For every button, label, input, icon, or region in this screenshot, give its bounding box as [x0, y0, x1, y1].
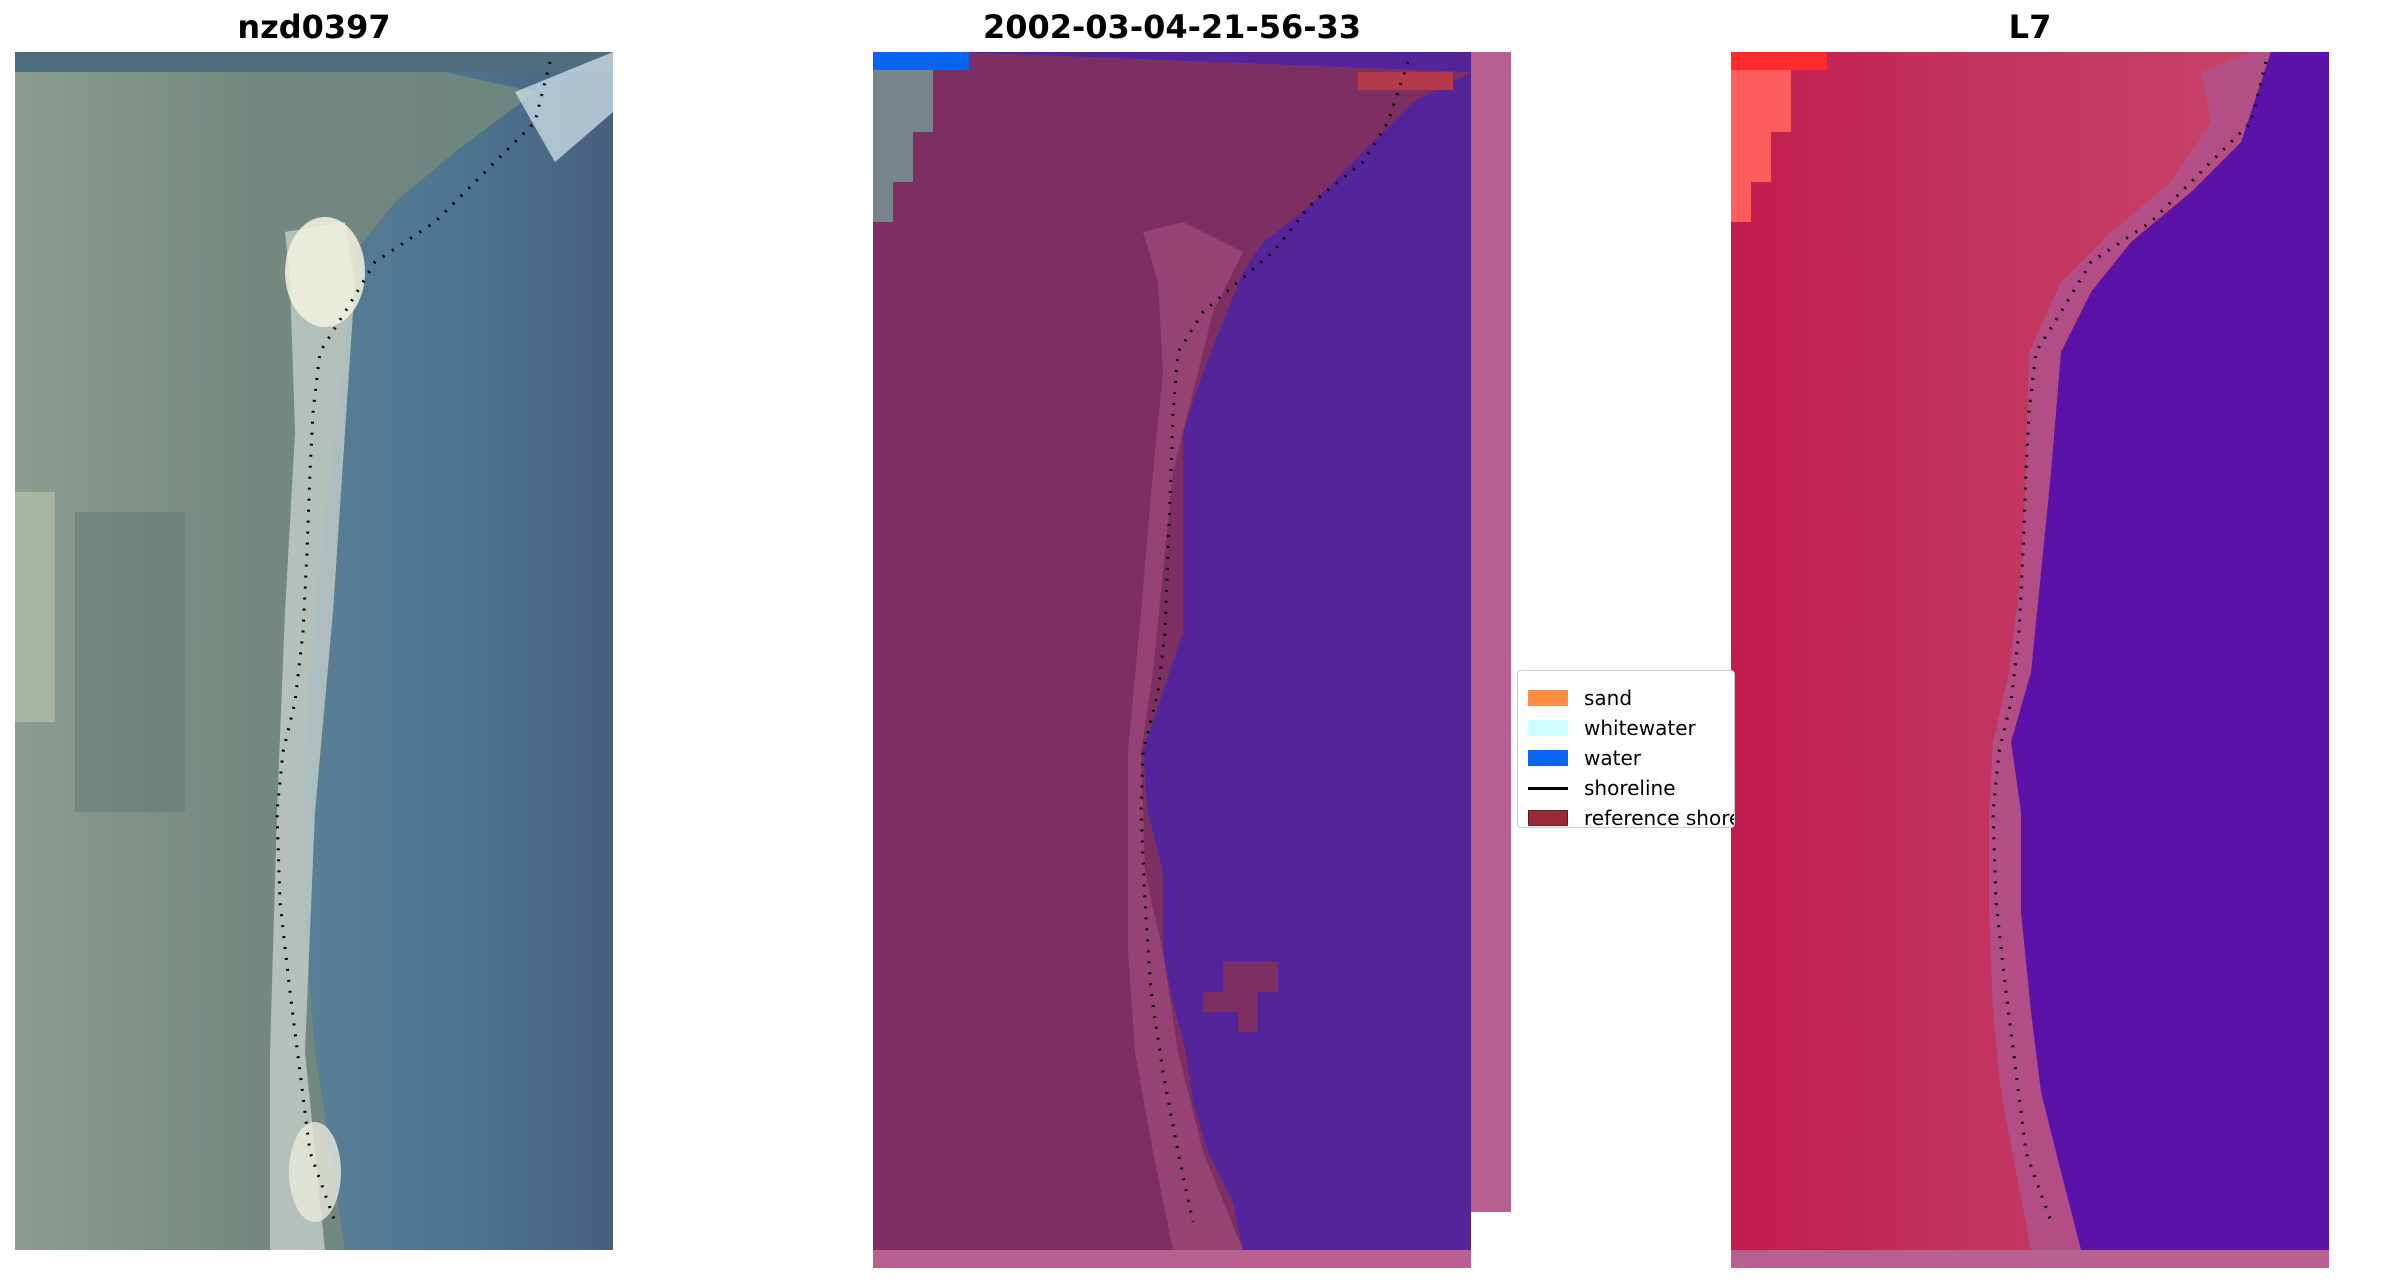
legend-label-sand: sand [1584, 686, 1633, 710]
index-water-area [2011, 52, 2329, 1250]
classified-water-area [963, 52, 1471, 1250]
index-transition-band [1989, 52, 2271, 1250]
buffer-strip-bottom [873, 1250, 1471, 1268]
classified-transition-band [1128, 222, 1243, 1250]
classified-nw-corner [873, 70, 933, 222]
whitewater-swatch [1528, 720, 1568, 736]
classified-land-blob [1203, 962, 1278, 1032]
legend-item-water: water [1528, 746, 1641, 770]
rgb-image-panel [15, 52, 613, 1250]
rgb-water-area [305, 52, 613, 1250]
buffer-strip-right [1471, 52, 1511, 1212]
rgb-ne-bright [515, 52, 613, 162]
legend-item-shoreline: shoreline [1528, 776, 1676, 800]
rgb-bright-patch [285, 217, 365, 327]
panel-title-classified: 2002-03-04-21-56-33 [982, 8, 1362, 46]
index-right-edge [2329, 52, 2337, 1250]
rgb-bottom-bright [289, 1122, 341, 1222]
index-nw-corner [1731, 70, 1791, 222]
water-swatch [1528, 750, 1568, 766]
legend-label-water: water [1584, 746, 1641, 770]
legend: sand whitewater water shoreline referenc… [1517, 670, 1735, 828]
classified-image-panel [873, 52, 1511, 1268]
rgb-dark-inland [75, 512, 185, 812]
legend-label-whitewater: whitewater [1584, 716, 1696, 740]
rgb-surf-band [270, 222, 355, 1250]
rgb-top-band [15, 52, 613, 72]
legend-label-shoreline: shoreline [1584, 776, 1676, 800]
legend-item-whitewater: whitewater [1528, 716, 1696, 740]
panel-title-rgb: nzd0397 [237, 8, 391, 46]
sand-swatch [1528, 690, 1568, 706]
reference-buffer-patch [1358, 72, 1453, 90]
legend-item-reference-shoreline: reference shoreline buffer [1528, 806, 1734, 828]
index-image-panel [1731, 52, 2337, 1268]
index-bottom-strip [1731, 1250, 2329, 1268]
rgb-left-bright [15, 492, 55, 722]
legend-item-sand: sand [1528, 686, 1633, 710]
legend-label-reference-shoreline: reference shoreline buffer [1584, 806, 1734, 828]
index-top-bright [1731, 52, 1827, 70]
index-shoreline [1991, 61, 2268, 1223]
rgb-shoreline [275, 61, 552, 1223]
reference-shoreline-swatch [1528, 810, 1568, 826]
shoreline-line-swatch [1528, 786, 1568, 790]
classified-water-pixel-top [873, 52, 969, 70]
panel-title-index: L7 [2008, 8, 2052, 46]
